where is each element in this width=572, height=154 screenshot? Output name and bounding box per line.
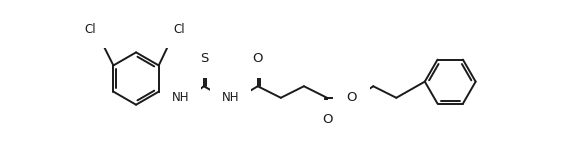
Text: Cl: Cl (84, 23, 96, 36)
Text: O: O (322, 113, 332, 126)
Text: O: O (347, 91, 357, 104)
Text: O: O (252, 52, 263, 65)
Text: S: S (200, 52, 208, 65)
Text: NH: NH (172, 91, 189, 104)
Text: NH: NH (222, 91, 240, 104)
Text: Cl: Cl (173, 23, 185, 36)
